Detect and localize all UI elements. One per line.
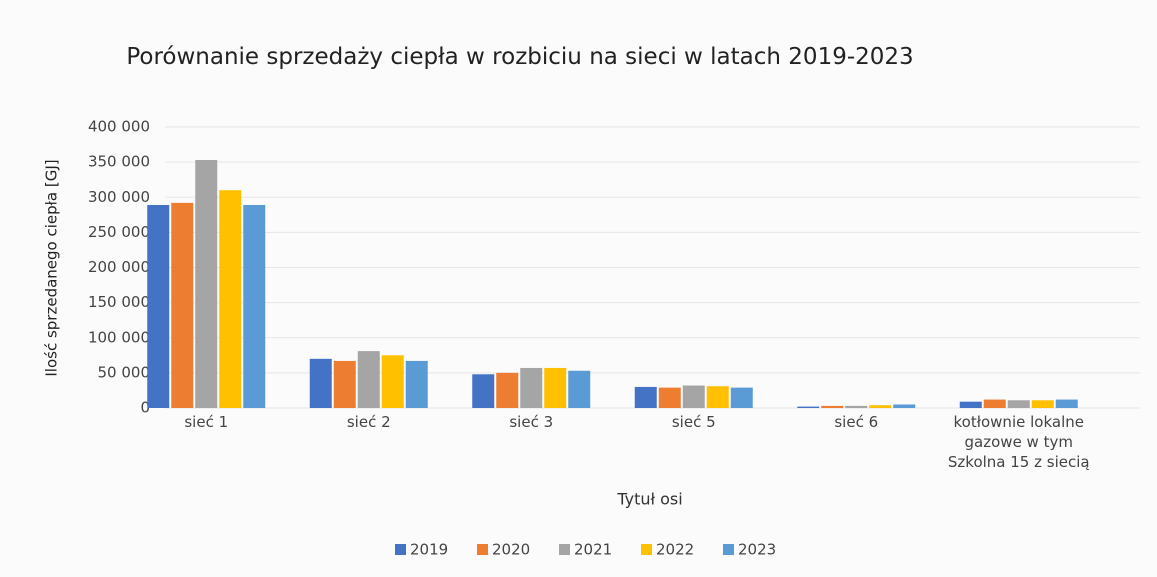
legend-swatch bbox=[477, 544, 488, 555]
x-axis-label: Tytuł osi bbox=[616, 490, 682, 509]
bar bbox=[869, 405, 892, 408]
y-axis-label: Ilość sprzedanego ciepła [GJ] bbox=[43, 159, 61, 376]
bar bbox=[544, 367, 567, 408]
legend-label: 2020 bbox=[492, 541, 530, 559]
bar bbox=[658, 387, 681, 408]
y-tick-label: 50 000 bbox=[98, 363, 151, 381]
bar bbox=[959, 401, 982, 408]
bar bbox=[797, 406, 820, 408]
y-tick-label: 0 bbox=[140, 399, 150, 417]
legend-label: 2022 bbox=[656, 541, 694, 559]
y-tick-label: 400 000 bbox=[88, 118, 150, 136]
y-tick-label: 100 000 bbox=[88, 328, 150, 346]
y-tick-label: 250 000 bbox=[88, 223, 150, 241]
bar bbox=[219, 190, 242, 408]
bar bbox=[520, 367, 543, 408]
x-tick-label: sieć 6 bbox=[834, 413, 879, 431]
y-tick-label: 150 000 bbox=[88, 293, 150, 311]
bar bbox=[983, 399, 1006, 408]
bar bbox=[381, 355, 404, 408]
bar bbox=[682, 385, 705, 408]
y-tick-label: 200 000 bbox=[88, 258, 150, 276]
legend-label: 2019 bbox=[410, 541, 448, 559]
bar bbox=[171, 202, 194, 408]
chart-title: Porównanie sprzedaży ciepła w rozbiciu n… bbox=[126, 44, 914, 70]
bar bbox=[405, 360, 428, 408]
legend-swatch bbox=[559, 544, 570, 555]
x-tick-label: sieć 1 bbox=[184, 413, 229, 431]
x-tick-label: sieć 2 bbox=[346, 413, 391, 431]
bar bbox=[357, 351, 380, 408]
bar bbox=[730, 387, 753, 408]
y-tick-label: 300 000 bbox=[88, 188, 150, 206]
bar bbox=[1007, 400, 1030, 408]
bar bbox=[706, 386, 729, 408]
legend-label: 2023 bbox=[738, 541, 776, 559]
bar bbox=[195, 160, 218, 408]
y-tick-label: 350 000 bbox=[88, 153, 150, 171]
x-tick-label: kotłownie lokalne gazowe w tym Szkolna 1… bbox=[947, 413, 1090, 471]
bar bbox=[309, 358, 332, 408]
legend-swatch bbox=[723, 544, 734, 555]
legend-swatch bbox=[395, 544, 406, 555]
bar bbox=[496, 372, 519, 408]
bar bbox=[893, 404, 916, 408]
legend-label: 2021 bbox=[574, 541, 612, 559]
bar bbox=[845, 405, 868, 408]
bar bbox=[1055, 399, 1078, 408]
bar bbox=[243, 204, 266, 408]
legend-swatch bbox=[641, 544, 652, 555]
bar bbox=[634, 386, 657, 408]
bar bbox=[333, 360, 356, 408]
bar bbox=[821, 405, 844, 408]
bar bbox=[147, 204, 170, 408]
bar bbox=[472, 374, 495, 408]
bar bbox=[1031, 400, 1054, 408]
x-tick-label: sieć 5 bbox=[671, 413, 716, 431]
x-tick-label: sieć 3 bbox=[509, 413, 554, 431]
bar bbox=[568, 370, 591, 408]
